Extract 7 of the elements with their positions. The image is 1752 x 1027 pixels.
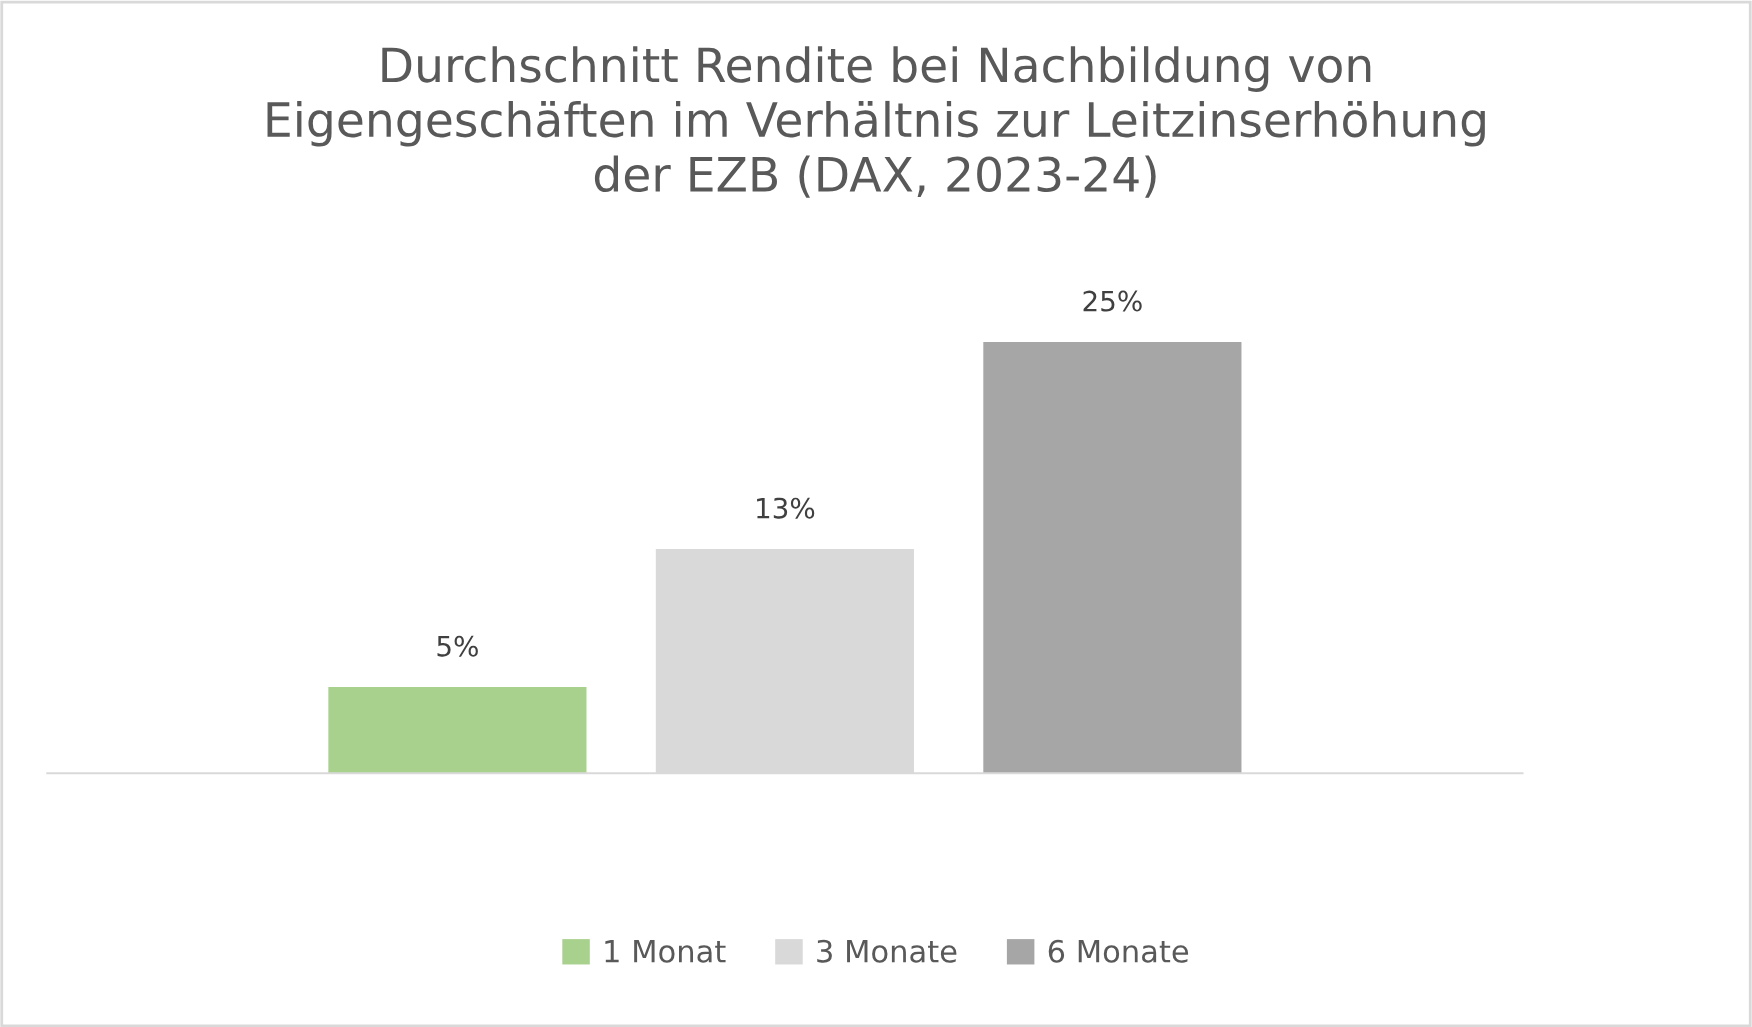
data-label: 5% xyxy=(437,635,478,657)
data-label: 13% xyxy=(757,497,815,519)
legend-label: 1 Monat xyxy=(605,940,726,963)
legend-label: 3 Monate xyxy=(817,939,957,963)
legend-label: 6 Monate xyxy=(1048,939,1189,963)
chart-title: Durchschnitt Rendite bei Nachbildung von Eigengeschäften im Verhältnis zur Leitzinserhöhung der EZB (DAX, 2023-24) xyxy=(267,46,1485,198)
data-label: 25% xyxy=(1083,290,1142,312)
